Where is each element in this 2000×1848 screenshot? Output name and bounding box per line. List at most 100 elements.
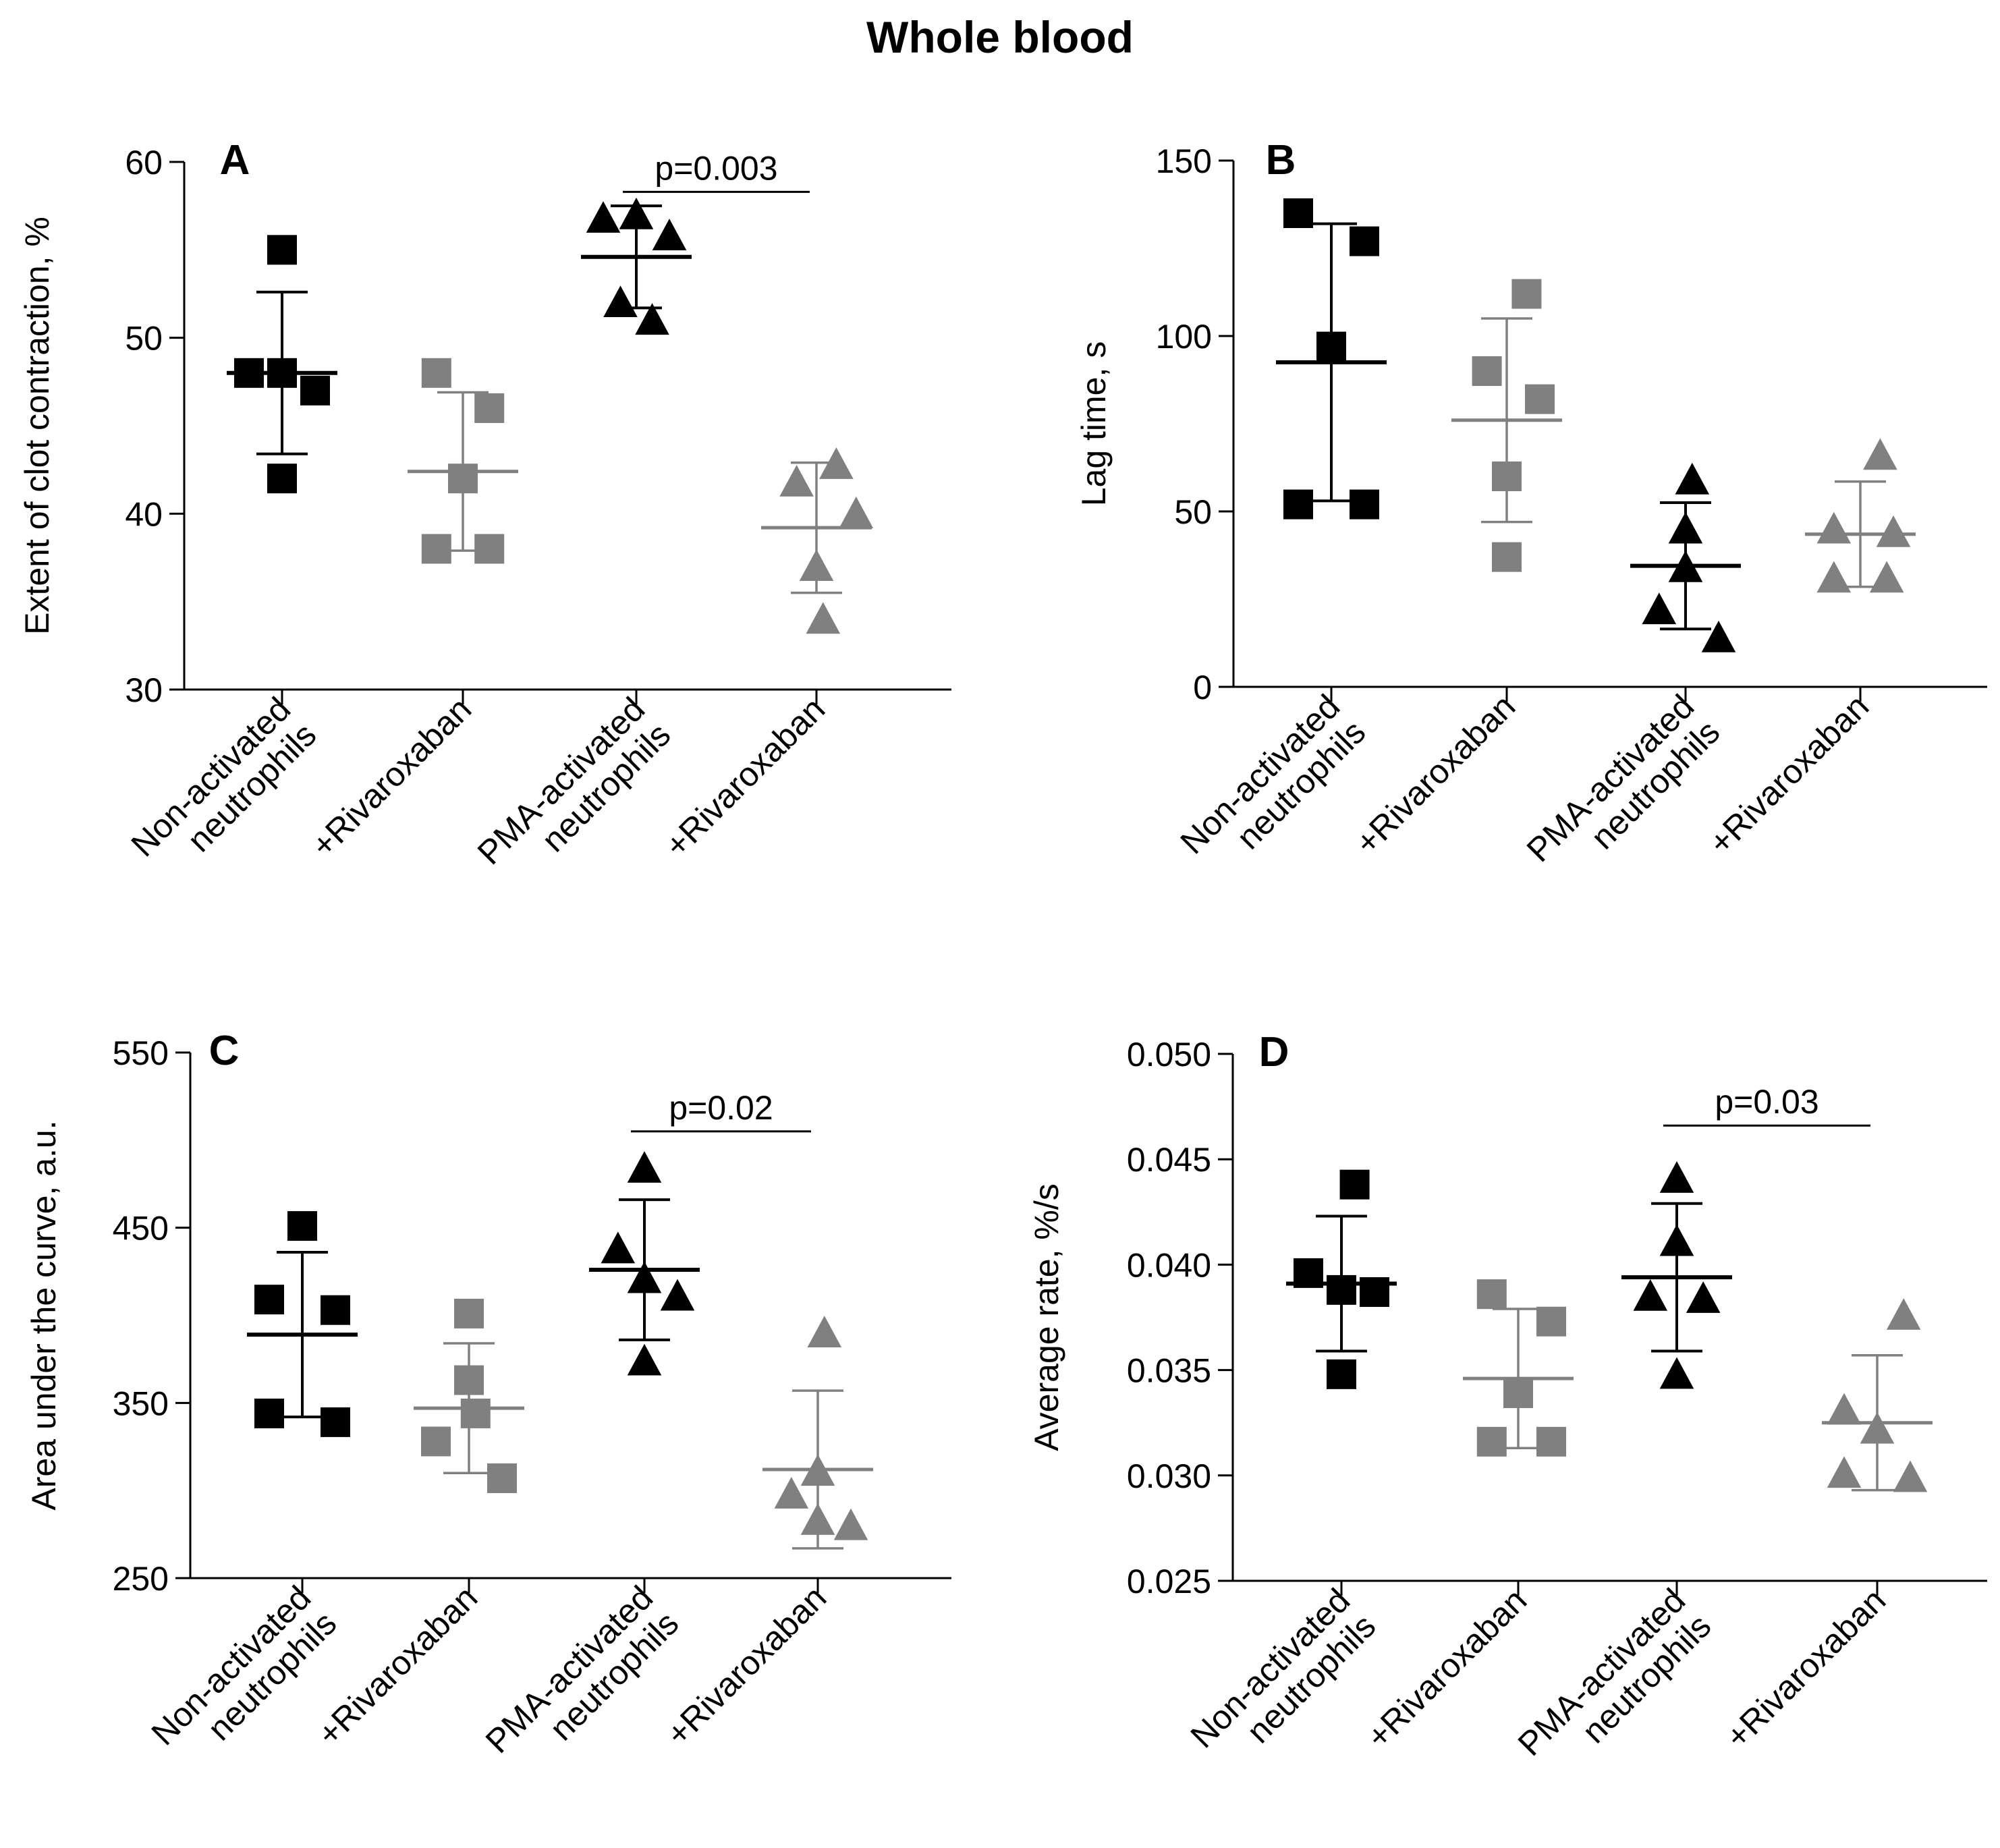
x-category-label: +Rivaroxaban bbox=[1719, 1581, 1893, 1756]
data-point-square bbox=[234, 358, 264, 388]
x-category-label: Non-activatedneutrophils bbox=[1184, 1581, 1383, 1781]
y-tick-label: 30 bbox=[125, 671, 163, 709]
x-category-label-line: +Rivaroxaban bbox=[310, 1579, 485, 1754]
y-axis-label: Lag time, s bbox=[1075, 341, 1113, 507]
data-point-square bbox=[1294, 1258, 1323, 1288]
data-point-triangle bbox=[1816, 511, 1852, 544]
y-tick-label: 0.040 bbox=[1127, 1246, 1211, 1284]
y-tick-label: 0.045 bbox=[1127, 1141, 1211, 1179]
data-point-triangle bbox=[806, 602, 841, 634]
data-point-triangle bbox=[1659, 1224, 1694, 1256]
data-point-triangle bbox=[627, 1343, 662, 1376]
data-point-square bbox=[421, 534, 451, 564]
data-point-triangle bbox=[1659, 1357, 1694, 1389]
data-point-square bbox=[448, 464, 478, 494]
x-category-label-line: +Rivaroxaban bbox=[1348, 688, 1523, 862]
y-tick-label: 0.025 bbox=[1127, 1563, 1211, 1600]
data-point-square bbox=[321, 1295, 350, 1325]
x-category-label: PMA-activatedneutrophils bbox=[1520, 688, 1727, 895]
data-point-square bbox=[287, 1211, 317, 1241]
y-tick-label: 100 bbox=[1156, 318, 1212, 356]
data-point-square bbox=[1350, 489, 1379, 520]
data-point-triangle bbox=[819, 447, 854, 479]
x-category-label: +Rivaroxaban bbox=[659, 1579, 834, 1754]
data-point-square bbox=[1492, 542, 1522, 572]
data-point-square bbox=[474, 534, 505, 564]
data-point-triangle bbox=[660, 1279, 695, 1311]
data-point-triangle bbox=[833, 1508, 868, 1540]
panel-label: C bbox=[209, 1028, 240, 1074]
y-tick-label: 450 bbox=[113, 1210, 169, 1248]
data-point-triangle bbox=[1827, 1393, 1862, 1425]
data-point-square bbox=[1327, 1275, 1356, 1305]
y-tick-label: 0.035 bbox=[1127, 1352, 1211, 1390]
y-tick-label: 50 bbox=[125, 320, 163, 358]
y-tick-label: 60 bbox=[125, 144, 163, 181]
x-category-label-line: +Rivaroxaban bbox=[659, 1579, 834, 1754]
x-category-label: PMA-activatedneutrophils bbox=[1511, 1581, 1719, 1789]
data-point-square bbox=[454, 1365, 484, 1395]
x-category-label: +Rivaroxaban bbox=[310, 1579, 485, 1754]
data-point-square bbox=[267, 235, 297, 265]
data-point-square bbox=[421, 1426, 451, 1457]
panel-d: 0.025 0.030 0.035 0.040 0.045 0.050 Average ra… bbox=[1028, 1029, 1987, 1789]
panel-a: 30 40 50 60 Extent of clot contraction, % A No… bbox=[18, 137, 951, 872]
panel-label: A bbox=[220, 137, 250, 184]
data-point-triangle bbox=[627, 1151, 662, 1183]
x-category-label-line: +Rivaroxaban bbox=[1702, 688, 1877, 862]
data-point-triangle bbox=[627, 1261, 662, 1293]
data-point-square bbox=[1476, 1426, 1507, 1457]
data-point-triangle bbox=[799, 549, 834, 582]
data-point-square bbox=[300, 375, 330, 405]
y-tick-label: 50 bbox=[1174, 493, 1212, 531]
data-point-triangle bbox=[1827, 1456, 1862, 1488]
data-point-square bbox=[1476, 1279, 1507, 1310]
y-tick-label: 0.050 bbox=[1127, 1036, 1211, 1073]
data-point-triangle bbox=[1886, 1298, 1921, 1330]
data-point-triangle bbox=[774, 1477, 809, 1509]
data-point-triangle bbox=[1659, 1161, 1694, 1193]
data-point-triangle bbox=[586, 201, 621, 233]
y-tick-label: 40 bbox=[125, 495, 163, 533]
x-category-label-line: +Rivaroxaban bbox=[1719, 1581, 1893, 1756]
y-axis-label: Area under the curve, a.u. bbox=[25, 1120, 63, 1510]
y-tick-label: 550 bbox=[113, 1034, 169, 1072]
data-point-triangle bbox=[1816, 561, 1852, 593]
panel-b: 0 50 100 150 Lag time, s B Non-activatedneutro… bbox=[1075, 137, 1987, 895]
data-point-triangle bbox=[652, 219, 687, 250]
significance-label: p=0.02 bbox=[669, 1089, 773, 1127]
data-point-triangle bbox=[1633, 1279, 1668, 1311]
data-point-square bbox=[254, 1285, 284, 1315]
data-point-triangle bbox=[1642, 592, 1677, 625]
x-category-label: +Rivaroxaban bbox=[1360, 1581, 1534, 1756]
x-category-label: +Rivaroxaban bbox=[1348, 688, 1523, 862]
panel-c: 250 350 450 550 Area under the curve, a.u. C N… bbox=[25, 1028, 951, 1787]
x-category-label-line: +Rivaroxaban bbox=[304, 690, 479, 865]
data-point-triangle bbox=[1701, 620, 1736, 652]
data-point-square bbox=[1536, 1306, 1566, 1337]
data-point-square bbox=[487, 1463, 517, 1493]
data-point-square bbox=[1350, 226, 1379, 256]
data-point-triangle bbox=[839, 497, 874, 528]
data-point-square bbox=[1327, 1359, 1356, 1389]
data-point-triangle bbox=[1860, 1411, 1895, 1444]
data-point-square bbox=[1283, 198, 1313, 228]
data-point-square bbox=[1503, 1378, 1533, 1408]
data-point-square bbox=[1492, 461, 1522, 491]
y-axis-label: Average rate, %/s bbox=[1028, 1183, 1065, 1451]
data-point-square bbox=[474, 393, 505, 423]
data-point-triangle bbox=[1863, 438, 1897, 470]
data-point-square bbox=[1360, 1277, 1389, 1308]
data-point-square bbox=[267, 464, 297, 494]
x-category-label: PMA-activatedneutrophils bbox=[478, 1579, 686, 1787]
data-point-triangle bbox=[1876, 515, 1911, 547]
figure-title: Whole blood bbox=[866, 12, 1134, 62]
x-category-label: +Rivaroxaban bbox=[658, 690, 833, 865]
data-point-triangle bbox=[1869, 561, 1904, 593]
data-point-triangle bbox=[635, 303, 669, 335]
data-point-triangle bbox=[619, 197, 654, 229]
data-point-square bbox=[321, 1407, 350, 1437]
data-point-square bbox=[454, 1298, 484, 1328]
x-category-label: Non-activatedneutrophils bbox=[1173, 688, 1373, 887]
data-point-square bbox=[1536, 1426, 1566, 1457]
